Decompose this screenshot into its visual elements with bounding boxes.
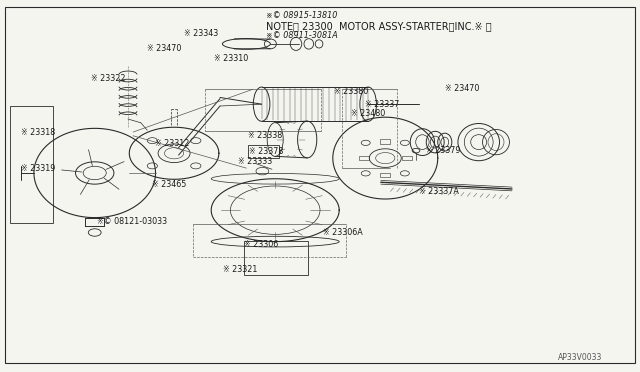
Text: ※ 23306: ※ 23306 <box>244 240 279 249</box>
Text: ※ 23343: ※ 23343 <box>184 29 219 38</box>
Bar <box>244 241 308 275</box>
Bar <box>402 156 412 160</box>
Text: ※ 23470: ※ 23470 <box>445 84 479 93</box>
Bar <box>358 156 369 160</box>
Text: ※ 23318: ※ 23318 <box>21 128 56 137</box>
Text: ※ 23312: ※ 23312 <box>155 139 189 148</box>
Text: ※ 23465: ※ 23465 <box>152 180 187 189</box>
Bar <box>380 173 390 177</box>
Text: ※ 23306A: ※ 23306A <box>323 228 363 237</box>
Bar <box>10 106 53 223</box>
Text: ※ 23337: ※ 23337 <box>365 100 399 109</box>
Text: ※ 23379: ※ 23379 <box>426 146 460 155</box>
Text: ※ 23480: ※ 23480 <box>351 109 385 118</box>
Text: ※ 23337A: ※ 23337A <box>419 187 459 196</box>
Bar <box>248 145 279 158</box>
Text: ※ 23321: ※ 23321 <box>223 265 257 274</box>
Text: AP33V0033: AP33V0033 <box>558 353 602 362</box>
Text: ※ 23470: ※ 23470 <box>147 44 182 53</box>
Text: ※ 23322: ※ 23322 <box>91 74 125 83</box>
Text: ※ 23378: ※ 23378 <box>249 147 284 156</box>
Text: ※ 23333: ※ 23333 <box>238 157 273 166</box>
Text: ※ 23310: ※ 23310 <box>214 54 249 63</box>
Text: NOTE； 23300  MOTOR ASSY-STARTER（INC.※ ）: NOTE； 23300 MOTOR ASSY-STARTER（INC.※ ） <box>266 21 492 31</box>
Text: ※ 23380: ※ 23380 <box>334 87 369 96</box>
Bar <box>380 139 390 144</box>
Text: ※© 08911-3081A: ※© 08911-3081A <box>266 31 337 40</box>
Text: ※ 23338: ※ 23338 <box>248 131 283 140</box>
Text: ※© 08121-03033: ※© 08121-03033 <box>97 217 168 226</box>
Text: ※© 08915-13810: ※© 08915-13810 <box>266 11 337 20</box>
Text: ※ 23319: ※ 23319 <box>21 164 56 173</box>
